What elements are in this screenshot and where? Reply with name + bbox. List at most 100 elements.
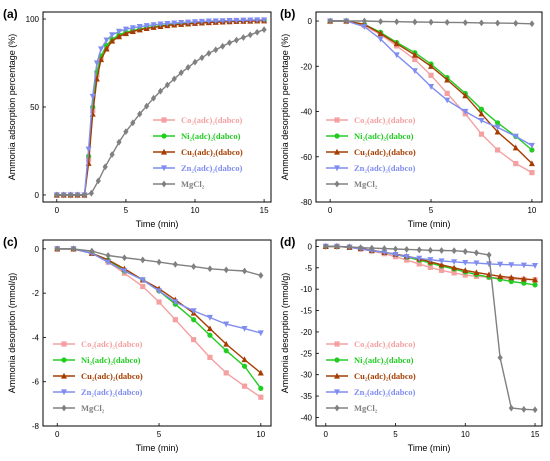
data-point xyxy=(74,191,81,199)
legend-marker xyxy=(334,389,340,396)
x-tick-label: 10 xyxy=(527,206,536,215)
data-point xyxy=(393,52,400,59)
y-tick-label: -20 xyxy=(300,328,312,337)
data-point xyxy=(512,133,519,140)
data-point xyxy=(404,246,410,253)
x-tick-label: 0 xyxy=(328,206,333,215)
data-point xyxy=(93,60,100,67)
series-4 xyxy=(323,243,538,414)
data-point xyxy=(88,189,94,197)
legend-marker xyxy=(61,357,67,363)
data-point xyxy=(428,63,435,69)
y-tick-label: -60 xyxy=(300,153,312,162)
data-point xyxy=(223,348,229,354)
data-point xyxy=(473,249,480,257)
y-tick-label: 0 xyxy=(35,245,40,254)
data-point xyxy=(412,18,418,26)
data-point xyxy=(358,244,364,252)
legend-marker xyxy=(161,148,167,155)
data-point xyxy=(254,17,261,24)
data-point xyxy=(85,146,92,153)
data-point xyxy=(494,124,501,131)
data-point xyxy=(520,275,527,282)
panel-0: (a) 0 5 10 15 0 50 100 Time (min) Ammonia adsorpt… xyxy=(3,7,272,229)
data-point xyxy=(89,93,96,100)
data-point xyxy=(240,34,246,41)
data-point xyxy=(190,308,197,315)
data-point xyxy=(377,30,384,37)
data-point xyxy=(393,40,400,47)
data-point xyxy=(411,51,418,58)
data-point xyxy=(206,314,213,321)
data-point xyxy=(233,36,240,44)
y-tick-label: -10 xyxy=(300,285,312,294)
data-point xyxy=(137,110,143,118)
data-point xyxy=(495,19,501,27)
data-point xyxy=(532,276,539,283)
data-point xyxy=(198,18,205,25)
data-point xyxy=(451,270,457,276)
x-tick-label: 10 xyxy=(256,430,265,439)
data-point xyxy=(258,394,264,400)
data-point xyxy=(438,258,445,265)
x-axis-label: Time (min) xyxy=(408,219,451,229)
series-4 xyxy=(54,245,264,279)
y-tick-label: 0 xyxy=(308,17,313,26)
y-tick-label: -6 xyxy=(32,378,40,387)
data-point xyxy=(258,385,264,391)
data-point xyxy=(207,354,213,360)
data-point xyxy=(226,18,233,24)
y-tick-label: 50 xyxy=(30,103,39,112)
legend-entry: Cu₂(adc)₂(dabco) xyxy=(81,371,143,381)
data-point xyxy=(485,271,492,278)
data-point xyxy=(411,68,418,75)
data-point xyxy=(258,272,264,279)
data-point xyxy=(156,258,162,266)
data-point xyxy=(520,262,527,269)
data-point xyxy=(428,18,434,26)
data-point xyxy=(109,37,116,44)
data-point xyxy=(495,120,501,126)
data-point xyxy=(462,248,468,255)
data-point xyxy=(233,17,240,24)
data-point xyxy=(140,283,146,290)
data-point xyxy=(392,251,399,258)
data-point xyxy=(508,404,514,412)
data-point xyxy=(116,33,122,40)
data-point xyxy=(241,356,248,363)
x-tick-label: 5 xyxy=(124,206,129,215)
data-point xyxy=(172,260,178,268)
data-point xyxy=(369,244,375,252)
data-point xyxy=(247,17,254,24)
data-point xyxy=(346,243,353,251)
data-point xyxy=(478,131,485,137)
legend-entry: Cu₂(adc)₂(dabco) xyxy=(354,371,416,381)
data-point xyxy=(212,18,219,25)
legend-entry: Cu₂(adc)₂(dabco) xyxy=(181,147,243,157)
x-axis-label: Time (min) xyxy=(136,219,179,229)
data-point xyxy=(478,110,485,117)
plot-frame xyxy=(315,11,543,203)
data-point xyxy=(529,20,535,28)
legend-entry: Co₂(adc)₂(dabco) xyxy=(81,339,142,349)
series-1 xyxy=(54,246,264,391)
legend-marker xyxy=(334,341,340,347)
y-tick-label: -20 xyxy=(300,62,312,71)
data-point xyxy=(150,22,157,29)
data-point xyxy=(213,46,219,54)
data-point xyxy=(226,39,233,47)
data-point xyxy=(140,256,146,264)
data-point xyxy=(223,321,230,328)
legend: Co₂(adc)₂(dabco) Ni₂(adc)₂(dabco) Cu₂(adc)… xyxy=(53,339,143,413)
legend-entry: MgCl₂ xyxy=(181,179,205,189)
y-tick-label: 0 xyxy=(308,242,313,251)
data-point xyxy=(172,299,179,306)
legend-marker xyxy=(161,117,167,123)
data-point xyxy=(192,19,198,26)
data-point xyxy=(532,282,538,288)
data-point xyxy=(54,191,60,199)
legend-entry: MgCl₂ xyxy=(354,403,378,413)
data-point xyxy=(164,81,170,89)
y-axis-label: Ammonia desorption (mmol/g) xyxy=(280,273,290,394)
data-point xyxy=(486,251,492,259)
